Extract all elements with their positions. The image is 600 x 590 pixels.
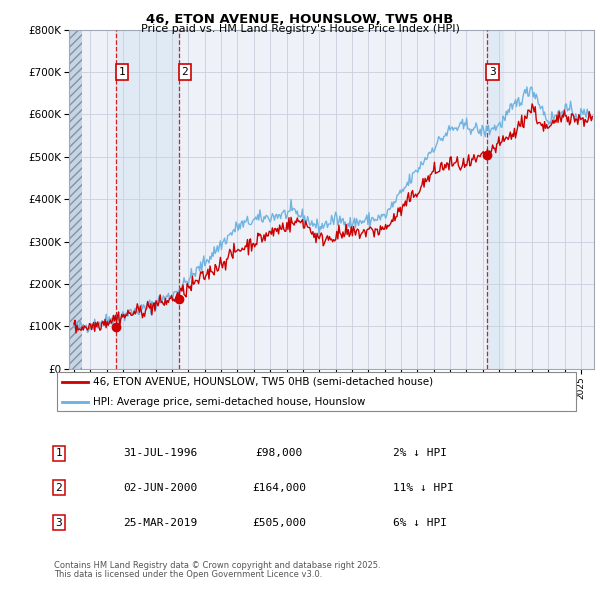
Text: £505,000: £505,000 — [252, 518, 306, 527]
Text: 3: 3 — [55, 518, 62, 527]
Text: This data is licensed under the Open Government Licence v3.0.: This data is licensed under the Open Gov… — [54, 570, 322, 579]
Text: Price paid vs. HM Land Registry's House Price Index (HPI): Price paid vs. HM Land Registry's House … — [140, 24, 460, 34]
Text: 11% ↓ HPI: 11% ↓ HPI — [393, 483, 454, 493]
Text: £98,000: £98,000 — [256, 448, 302, 458]
Text: 46, ETON AVENUE, HOUNSLOW, TW5 0HB (semi-detached house): 46, ETON AVENUE, HOUNSLOW, TW5 0HB (semi… — [94, 377, 433, 387]
Text: 1: 1 — [119, 67, 125, 77]
Text: 25-MAR-2019: 25-MAR-2019 — [123, 518, 197, 527]
Text: 31-JUL-1996: 31-JUL-1996 — [123, 448, 197, 458]
Bar — [69, 30, 82, 369]
Text: 2: 2 — [55, 483, 62, 493]
Bar — [487, 30, 503, 369]
Text: 6% ↓ HPI: 6% ↓ HPI — [393, 518, 447, 527]
Bar — [116, 30, 179, 369]
Text: 2: 2 — [181, 67, 188, 77]
Text: 2% ↓ HPI: 2% ↓ HPI — [393, 448, 447, 458]
Text: 1: 1 — [55, 448, 62, 458]
Text: 46, ETON AVENUE, HOUNSLOW, TW5 0HB: 46, ETON AVENUE, HOUNSLOW, TW5 0HB — [146, 13, 454, 26]
Text: Contains HM Land Registry data © Crown copyright and database right 2025.: Contains HM Land Registry data © Crown c… — [54, 560, 380, 569]
FancyBboxPatch shape — [56, 372, 577, 411]
Text: 02-JUN-2000: 02-JUN-2000 — [123, 483, 197, 493]
Text: HPI: Average price, semi-detached house, Hounslow: HPI: Average price, semi-detached house,… — [94, 396, 366, 407]
Text: £164,000: £164,000 — [252, 483, 306, 493]
Text: 3: 3 — [489, 67, 496, 77]
